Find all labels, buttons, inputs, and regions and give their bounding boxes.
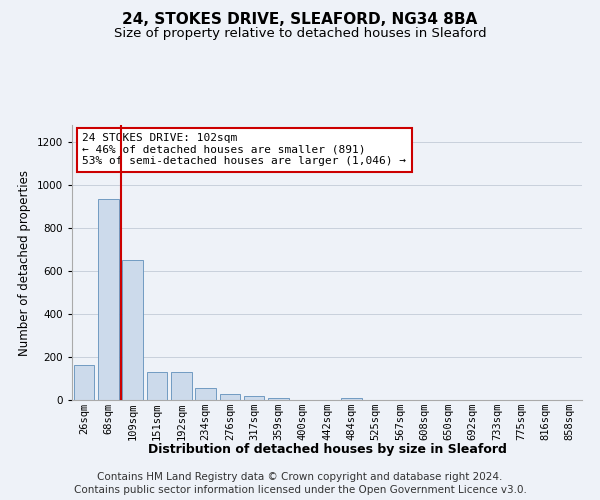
Bar — [98, 199, 119, 400]
Bar — [268, 398, 289, 400]
Bar — [195, 388, 216, 400]
Bar — [146, 372, 167, 400]
Text: 24 STOKES DRIVE: 102sqm
← 46% of detached houses are smaller (891)
53% of semi-d: 24 STOKES DRIVE: 102sqm ← 46% of detache… — [82, 133, 406, 166]
Bar — [220, 394, 240, 400]
Bar — [74, 365, 94, 400]
Text: Contains HM Land Registry data © Crown copyright and database right 2024.: Contains HM Land Registry data © Crown c… — [97, 472, 503, 482]
Text: 24, STOKES DRIVE, SLEAFORD, NG34 8BA: 24, STOKES DRIVE, SLEAFORD, NG34 8BA — [122, 12, 478, 28]
Y-axis label: Number of detached properties: Number of detached properties — [18, 170, 31, 356]
Text: Distribution of detached houses by size in Sleaford: Distribution of detached houses by size … — [148, 442, 506, 456]
Bar — [341, 398, 362, 400]
Bar — [122, 260, 143, 400]
Bar — [244, 396, 265, 400]
Text: Size of property relative to detached houses in Sleaford: Size of property relative to detached ho… — [113, 28, 487, 40]
Text: Contains public sector information licensed under the Open Government Licence v3: Contains public sector information licen… — [74, 485, 526, 495]
Bar — [171, 372, 191, 400]
